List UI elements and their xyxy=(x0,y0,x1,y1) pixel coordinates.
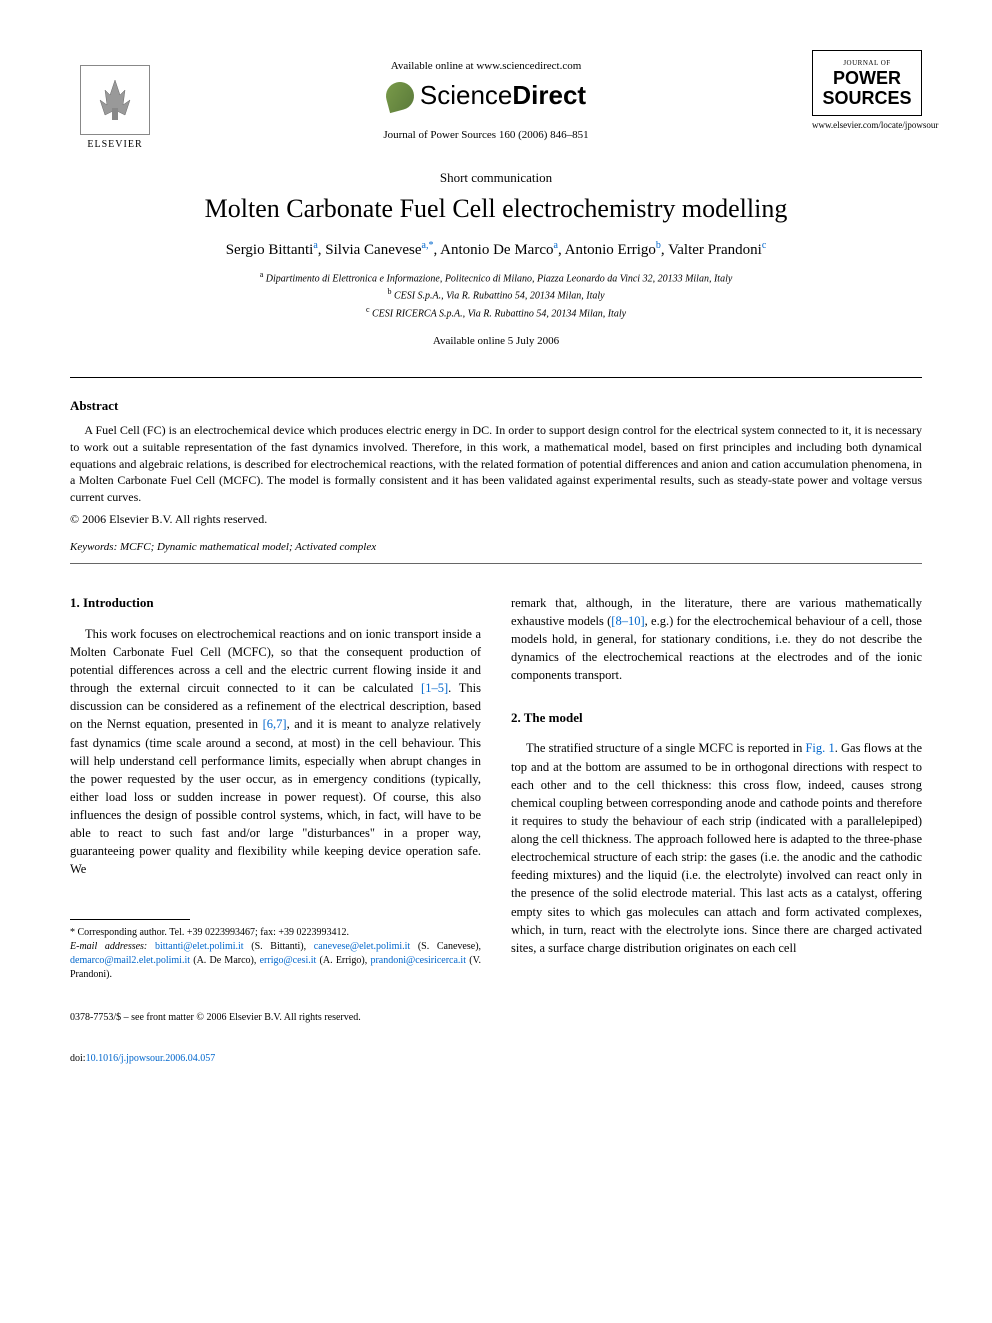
date-online: Available online 5 July 2006 xyxy=(70,335,922,347)
affiliation-b: CESI S.p.A., Via R. Rubattino 54, 20134 … xyxy=(394,291,605,302)
sd-direct: Direct xyxy=(512,80,586,110)
footnote-separator xyxy=(70,919,190,920)
journal-logo-sources: SOURCES xyxy=(817,89,917,107)
journal-logo-box: JOURNAL OF POWER SOURCES xyxy=(812,50,922,116)
journal-url: www.elsevier.com/locate/jpowsour xyxy=(812,120,922,130)
article-title: Molten Carbonate Fuel Cell electrochemis… xyxy=(70,194,922,224)
doi-link[interactable]: 10.1016/j.jpowsour.2006.04.057 xyxy=(86,1053,216,1064)
keywords-line: Keywords: MCFC; Dynamic mathematical mod… xyxy=(70,541,922,553)
journal-logo: JOURNAL OF POWER SOURCES www.elsevier.co… xyxy=(812,50,922,130)
abstract-text: A Fuel Cell (FC) is an electrochemical d… xyxy=(70,422,922,506)
author-4: Antonio Errigo xyxy=(565,242,656,258)
elsevier-label: ELSEVIER xyxy=(87,139,142,150)
email-prandoni[interactable]: prandoni@cesiricerca.it xyxy=(370,955,466,966)
ref-link-8-10[interactable]: [8–10] xyxy=(611,614,644,628)
available-online-text: Available online at www.sciencedirect.co… xyxy=(160,60,812,72)
keywords-label: Keywords: xyxy=(70,541,117,553)
intro-paragraph-cont: remark that, although, in the literature… xyxy=(511,594,922,685)
corresponding-footnote: * Corresponding author. Tel. +39 0223993… xyxy=(70,926,481,982)
affiliation-c: CESI RICERCA S.p.A., Via R. Rubattino 54… xyxy=(372,308,626,319)
header-top: ELSEVIER Available online at www.science… xyxy=(70,50,922,150)
column-left: 1. Introduction This work focuses on ele… xyxy=(70,594,481,982)
email-canevese[interactable]: canevese@elet.polimi.it xyxy=(314,941,410,952)
abstract-heading: Abstract xyxy=(70,398,922,414)
footer-issn: 0378-7753/$ – see front matter © 2006 El… xyxy=(70,1012,922,1023)
email-bittanti[interactable]: bittanti@elet.polimi.it xyxy=(155,941,244,952)
elsevier-tree-icon xyxy=(80,65,150,135)
abstract-copyright: © 2006 Elsevier B.V. All rights reserved… xyxy=(70,512,922,527)
email-errigo[interactable]: errigo@cesi.it xyxy=(260,955,317,966)
sd-science: Science xyxy=(420,80,513,110)
author-5: Valter Prandoni xyxy=(668,242,762,258)
sciencedirect-logo: ScienceDirect xyxy=(160,80,812,111)
sciencedirect-swoosh-icon xyxy=(383,78,417,112)
affiliation-a: Dipartimento di Elettronica e Informazio… xyxy=(266,273,733,284)
journal-logo-power: POWER xyxy=(817,69,917,87)
divider-keywords xyxy=(70,563,922,564)
intro-paragraph: This work focuses on electrochemical rea… xyxy=(70,625,481,879)
ref-link-1-5[interactable]: [1–5] xyxy=(421,681,448,695)
journal-reference: Journal of Power Sources 160 (2006) 846–… xyxy=(160,129,812,141)
keywords-values: MCFC; Dynamic mathematical model; Activa… xyxy=(117,541,376,553)
author-2: Silvia Canevese xyxy=(325,242,421,258)
header-center: Available online at www.sciencedirect.co… xyxy=(160,50,812,141)
author-1: Sergio Bittanti xyxy=(226,242,314,258)
corr-author-line: * Corresponding author. Tel. +39 0223993… xyxy=(70,926,481,940)
model-heading: 2. The model xyxy=(511,709,922,728)
ref-link-6-7[interactable]: [6,7] xyxy=(263,717,287,731)
author-3: Antonio De Marco xyxy=(440,242,553,258)
divider-top xyxy=(70,377,922,378)
elsevier-logo: ELSEVIER xyxy=(70,50,160,150)
email-addresses: E-mail addresses: bittanti@elet.polimi.i… xyxy=(70,940,481,982)
authors-line: Sergio Bittantia, Silvia Canevesea,*, An… xyxy=(70,240,922,259)
short-communication-label: Short communication xyxy=(70,170,922,186)
email-demarco[interactable]: demarco@mail2.elet.polimi.it xyxy=(70,955,190,966)
fig-link-1[interactable]: Fig. 1 xyxy=(805,741,834,755)
journal-logo-small: JOURNAL OF xyxy=(817,59,917,67)
model-paragraph: The stratified structure of a single MCF… xyxy=(511,739,922,957)
column-right: remark that, although, in the literature… xyxy=(511,594,922,982)
intro-heading: 1. Introduction xyxy=(70,594,481,613)
two-column-body: 1. Introduction This work focuses on ele… xyxy=(70,594,922,982)
affiliations: a Dipartimento di Elettronica e Informaz… xyxy=(70,269,922,321)
footer-doi: doi:10.1016/j.jpowsour.2006.04.057 xyxy=(70,1053,922,1064)
